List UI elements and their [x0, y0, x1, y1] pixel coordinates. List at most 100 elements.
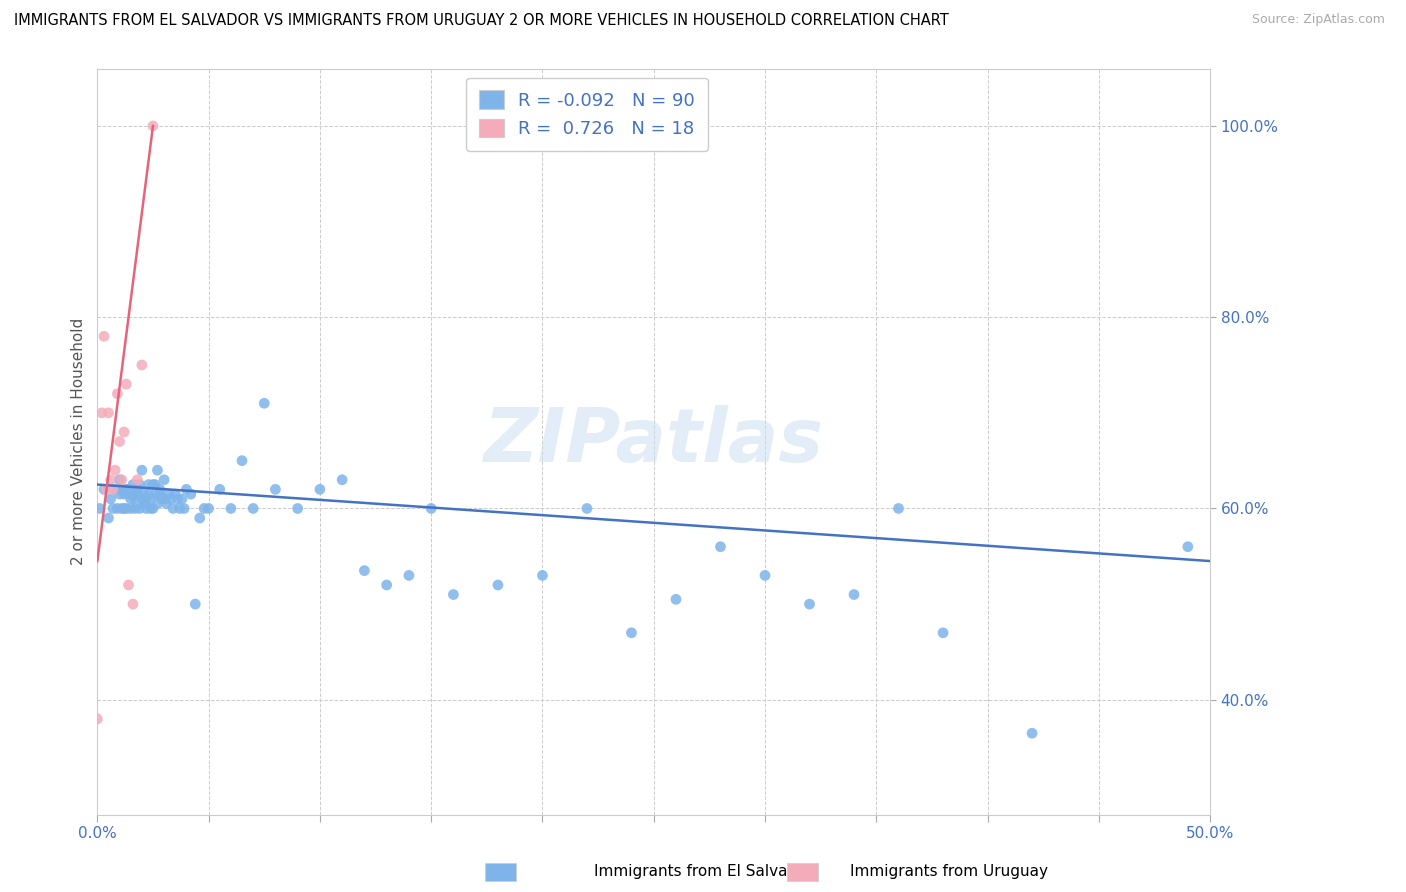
Point [441, 588, 464, 602]
Point [375, 578, 398, 592]
Point [111, 483, 134, 497]
Point [253, 396, 276, 410]
Point [138, 487, 160, 501]
Point [97, 511, 120, 525]
Point [153, 491, 176, 506]
Point [799, 597, 821, 611]
Point [120, 501, 142, 516]
Point [111, 501, 134, 516]
Point [219, 501, 242, 516]
Point [120, 491, 142, 506]
Point [93, 483, 115, 497]
Point [131, 491, 153, 506]
Point [287, 501, 309, 516]
Point [127, 487, 149, 501]
Point [128, 477, 150, 491]
Point [146, 463, 169, 477]
Point [1177, 540, 1199, 554]
Point [242, 501, 264, 516]
Point [117, 578, 139, 592]
Point [353, 564, 375, 578]
Point [115, 501, 138, 516]
Point [150, 491, 173, 506]
Point [197, 501, 219, 516]
Point [420, 501, 443, 516]
Point [100, 491, 122, 506]
Point [142, 501, 165, 516]
Text: Source: ZipAtlas.com: Source: ZipAtlas.com [1251, 13, 1385, 27]
Text: IMMIGRANTS FROM EL SALVADOR VS IMMIGRANTS FROM URUGUAY 2 OR MORE VEHICLES IN HOU: IMMIGRANTS FROM EL SALVADOR VS IMMIGRANT… [14, 13, 949, 29]
Point [193, 501, 215, 516]
Point [165, 487, 187, 501]
Point [309, 483, 332, 497]
Y-axis label: 2 or more Vehicles in Household: 2 or more Vehicles in Household [72, 318, 86, 566]
Point [111, 473, 134, 487]
Point [127, 483, 149, 497]
Point [173, 501, 195, 516]
Point [932, 625, 955, 640]
Point [124, 491, 146, 506]
Point [149, 487, 172, 501]
Point [170, 491, 193, 506]
Point [1021, 726, 1043, 740]
Point [620, 625, 643, 640]
Point [112, 425, 135, 439]
Point [86, 712, 108, 726]
Text: ZIPatlas: ZIPatlas [484, 405, 824, 478]
Point [208, 483, 231, 497]
Point [122, 477, 145, 491]
Point [108, 487, 131, 501]
Point [105, 501, 128, 516]
Point [330, 473, 353, 487]
Point [108, 434, 131, 449]
Point [887, 501, 910, 516]
Point [96, 483, 118, 497]
Point [131, 358, 153, 372]
Point [142, 119, 165, 133]
Point [146, 497, 169, 511]
Point [138, 477, 160, 491]
Point [105, 386, 128, 401]
Point [157, 487, 180, 501]
Point [139, 501, 162, 516]
Point [169, 501, 191, 516]
Point [665, 592, 688, 607]
Point [155, 497, 177, 511]
Point [486, 578, 509, 592]
Point [124, 501, 146, 516]
Point [264, 483, 287, 497]
Point [531, 568, 554, 582]
Point [139, 491, 162, 506]
Point [122, 597, 145, 611]
Point [89, 501, 111, 516]
Point [112, 487, 135, 501]
Point [184, 597, 207, 611]
Point [128, 501, 150, 516]
Point [842, 588, 865, 602]
Point [142, 477, 165, 491]
Point [132, 497, 155, 511]
Point [135, 501, 157, 516]
Point [112, 501, 135, 516]
Point [575, 501, 598, 516]
Point [115, 377, 138, 392]
Point [90, 406, 112, 420]
Point [231, 453, 253, 467]
Point [108, 473, 131, 487]
Point [754, 568, 776, 582]
Point [159, 491, 181, 506]
Point [101, 501, 124, 516]
Point [117, 487, 139, 501]
Point [117, 483, 139, 497]
Point [709, 540, 731, 554]
Point [180, 487, 202, 501]
Point [93, 329, 115, 343]
Point [101, 483, 124, 497]
Point [131, 463, 153, 477]
Point [143, 487, 166, 501]
Point [166, 491, 188, 506]
Point [188, 511, 211, 525]
Point [135, 491, 157, 506]
Point [132, 487, 155, 501]
Point [104, 463, 127, 477]
